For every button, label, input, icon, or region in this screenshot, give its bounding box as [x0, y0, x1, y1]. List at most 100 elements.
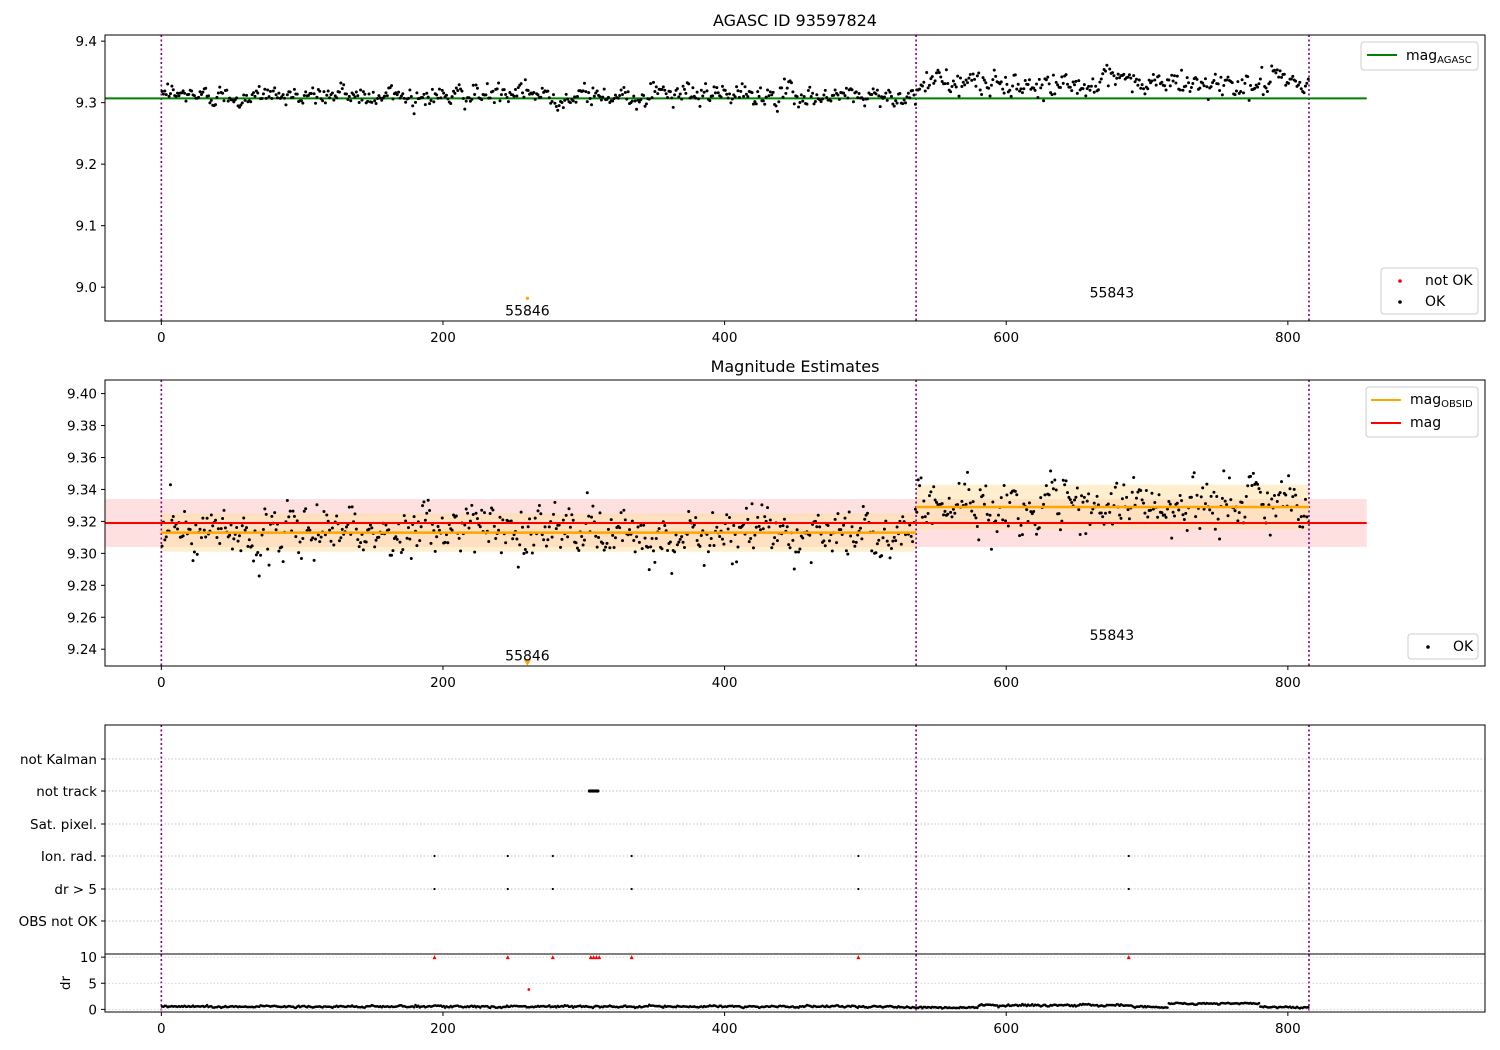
- ok-point: [754, 525, 758, 529]
- ok-point: [626, 90, 630, 94]
- legend-ok-status: not OK OK: [1380, 267, 1479, 315]
- ok-point: [1154, 83, 1158, 87]
- ok-point: [367, 92, 371, 96]
- ok-point: [1268, 533, 1272, 537]
- ok-point: [532, 543, 536, 547]
- ok-point: [544, 544, 548, 548]
- ok-point: [675, 87, 679, 91]
- ok-point: [1219, 75, 1223, 79]
- ok-point: [339, 81, 343, 85]
- ok-point: [1208, 508, 1212, 512]
- ok-point: [1258, 77, 1262, 81]
- ok-point: [1011, 84, 1015, 88]
- ok-point: [426, 498, 430, 502]
- ok-point: [844, 86, 848, 90]
- ok-point: [985, 512, 989, 516]
- ok-point: [352, 93, 356, 97]
- ok-point: [889, 94, 893, 98]
- ok-point: [823, 544, 827, 548]
- ok-point: [281, 560, 285, 564]
- ok-point: [345, 525, 348, 529]
- ok-point: [729, 539, 733, 543]
- ok-point: [1243, 515, 1247, 519]
- ok-point: [566, 97, 570, 101]
- flag-point: [857, 887, 860, 891]
- ok-point: [1201, 81, 1205, 85]
- ok-point: [712, 85, 716, 89]
- ok-point: [927, 83, 931, 87]
- ok-point: [521, 91, 525, 95]
- dr-outlier-point: [527, 988, 531, 991]
- ok-point: [585, 100, 589, 104]
- ok-point: [353, 95, 357, 99]
- ok-point: [757, 94, 761, 98]
- ok-point: [199, 536, 203, 540]
- ok-point: [639, 98, 643, 102]
- ok-point: [285, 93, 289, 97]
- ok-point: [1042, 99, 1046, 103]
- legend-not-ok-label: not OK: [1425, 273, 1473, 289]
- ok-point: [1085, 499, 1089, 503]
- ok-point: [183, 91, 187, 95]
- ok-point: [330, 526, 334, 530]
- flag-point: [506, 854, 509, 858]
- ok-point: [581, 543, 585, 547]
- ok-point: [566, 535, 570, 539]
- ok-point: [647, 97, 651, 101]
- ok-point: [795, 95, 799, 99]
- ok-point: [842, 523, 846, 527]
- ok-point: [436, 524, 440, 528]
- ok-point: [1040, 83, 1044, 87]
- legend-ok-mag: OK: [1407, 633, 1479, 660]
- ok-point: [766, 88, 770, 92]
- ok-point: [591, 504, 595, 508]
- x-tick-label: 800: [1275, 1021, 1301, 1037]
- ok-point: [580, 535, 584, 539]
- dr-flagged-marker: [594, 955, 599, 960]
- ok-point: [340, 527, 344, 531]
- ok-point: [160, 89, 164, 93]
- ok-point: [283, 96, 287, 100]
- ok-point: [892, 104, 896, 108]
- ok-point: [428, 509, 432, 513]
- ok-point: [973, 513, 977, 517]
- ok-point: [1234, 89, 1238, 93]
- ok-point: [502, 88, 506, 92]
- ok-point: [1233, 509, 1237, 513]
- ok-point: [797, 105, 801, 109]
- ok-point: [832, 93, 836, 97]
- ok-point: [675, 543, 679, 547]
- ok-point: [992, 68, 996, 72]
- ok-point: [543, 525, 547, 529]
- ok-point: [263, 507, 267, 511]
- ok-point: [601, 95, 605, 99]
- ok-point: [1299, 515, 1303, 519]
- ok-point: [916, 478, 920, 482]
- ok-point: [856, 96, 860, 100]
- ok-point: [274, 528, 278, 532]
- ok-point: [708, 544, 712, 548]
- ok-point: [235, 526, 239, 530]
- ok-point: [875, 88, 879, 92]
- x-tick-label: 0: [157, 1021, 166, 1037]
- ok-point: [546, 89, 550, 93]
- ok-point: [488, 96, 492, 100]
- ok-point: [280, 95, 284, 99]
- ok-point: [922, 499, 926, 503]
- ok-point: [943, 509, 947, 513]
- ok-point: [847, 510, 851, 514]
- ok-point: [1082, 83, 1086, 87]
- ok-point: [1104, 69, 1107, 73]
- ok-point: [1289, 508, 1293, 512]
- ok-point: [323, 101, 327, 105]
- ok-point: [775, 539, 779, 543]
- ok-point: [1291, 74, 1295, 78]
- ok-point: [926, 512, 930, 516]
- ok-point: [374, 101, 378, 105]
- ok-point: [735, 560, 739, 564]
- ok-point: [932, 485, 936, 489]
- ok-point: [418, 539, 422, 543]
- ok-point: [1015, 493, 1019, 497]
- ok-point: [942, 513, 946, 517]
- ok-point: [1261, 93, 1265, 97]
